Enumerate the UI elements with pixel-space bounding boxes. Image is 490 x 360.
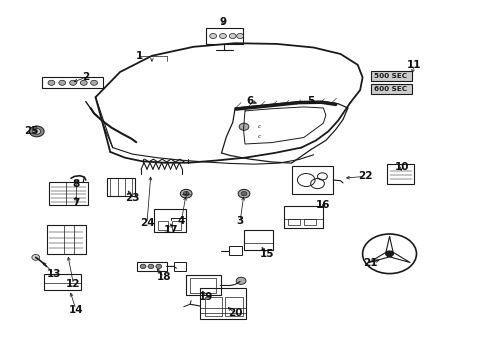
Text: c: c <box>258 124 261 129</box>
Text: 2: 2 <box>82 72 89 82</box>
Bar <box>158 221 168 230</box>
Bar <box>387 164 414 184</box>
Circle shape <box>220 33 226 39</box>
Text: c: c <box>258 134 261 139</box>
Bar <box>186 275 220 295</box>
Text: 9: 9 <box>220 17 226 27</box>
Text: 11: 11 <box>407 60 421 70</box>
Text: 6: 6 <box>246 96 253 106</box>
Text: 21: 21 <box>363 258 377 268</box>
Bar <box>284 206 323 228</box>
Bar <box>44 274 81 290</box>
Text: 15: 15 <box>260 249 274 259</box>
Text: 18: 18 <box>157 272 172 282</box>
Bar <box>205 297 222 316</box>
Text: 16: 16 <box>316 200 331 210</box>
Text: 23: 23 <box>125 193 140 203</box>
Text: 10: 10 <box>394 162 409 172</box>
Text: 25: 25 <box>24 126 39 136</box>
Bar <box>47 225 86 254</box>
Circle shape <box>32 255 40 260</box>
Text: 1: 1 <box>136 51 143 61</box>
Bar <box>206 28 243 44</box>
Text: 8: 8 <box>73 179 79 189</box>
Bar <box>229 246 242 255</box>
Bar <box>107 178 135 196</box>
Circle shape <box>210 33 217 39</box>
Text: 7: 7 <box>72 198 80 208</box>
Text: 24: 24 <box>140 218 154 228</box>
Bar <box>174 262 186 271</box>
Circle shape <box>156 264 162 269</box>
Text: 600 SEC: 600 SEC <box>374 86 408 91</box>
Bar <box>244 230 273 250</box>
Circle shape <box>148 264 154 269</box>
Text: 500 SEC: 500 SEC <box>374 73 408 79</box>
Bar <box>190 278 216 293</box>
Bar <box>225 297 243 316</box>
Text: 12: 12 <box>66 279 81 289</box>
Text: 20: 20 <box>228 308 243 318</box>
Circle shape <box>59 80 66 85</box>
Circle shape <box>91 80 98 85</box>
Bar <box>42 77 103 88</box>
Bar <box>172 221 181 230</box>
Text: 13: 13 <box>47 269 61 279</box>
Circle shape <box>239 123 249 130</box>
Circle shape <box>183 192 189 196</box>
Text: 3: 3 <box>237 216 244 226</box>
Text: 14: 14 <box>69 305 83 315</box>
Circle shape <box>48 80 55 85</box>
Text: 17: 17 <box>164 225 179 235</box>
Text: 22: 22 <box>358 171 372 181</box>
Circle shape <box>237 33 244 39</box>
Circle shape <box>236 277 246 284</box>
Circle shape <box>140 264 146 269</box>
Text: 4: 4 <box>177 216 185 226</box>
Bar <box>371 71 412 81</box>
Circle shape <box>33 129 41 134</box>
Text: 5: 5 <box>308 96 315 106</box>
Bar <box>154 209 186 232</box>
Bar <box>371 84 412 94</box>
Circle shape <box>241 192 247 196</box>
Bar <box>137 262 167 271</box>
Bar <box>200 288 246 319</box>
Circle shape <box>229 33 236 39</box>
Bar <box>49 182 88 205</box>
Bar <box>292 166 333 194</box>
Circle shape <box>29 126 44 137</box>
Circle shape <box>238 189 250 198</box>
Circle shape <box>386 251 393 257</box>
Bar <box>304 219 316 225</box>
Text: 19: 19 <box>198 292 213 302</box>
Circle shape <box>180 189 192 198</box>
Bar <box>288 219 300 225</box>
Circle shape <box>80 80 87 85</box>
Circle shape <box>70 80 76 85</box>
